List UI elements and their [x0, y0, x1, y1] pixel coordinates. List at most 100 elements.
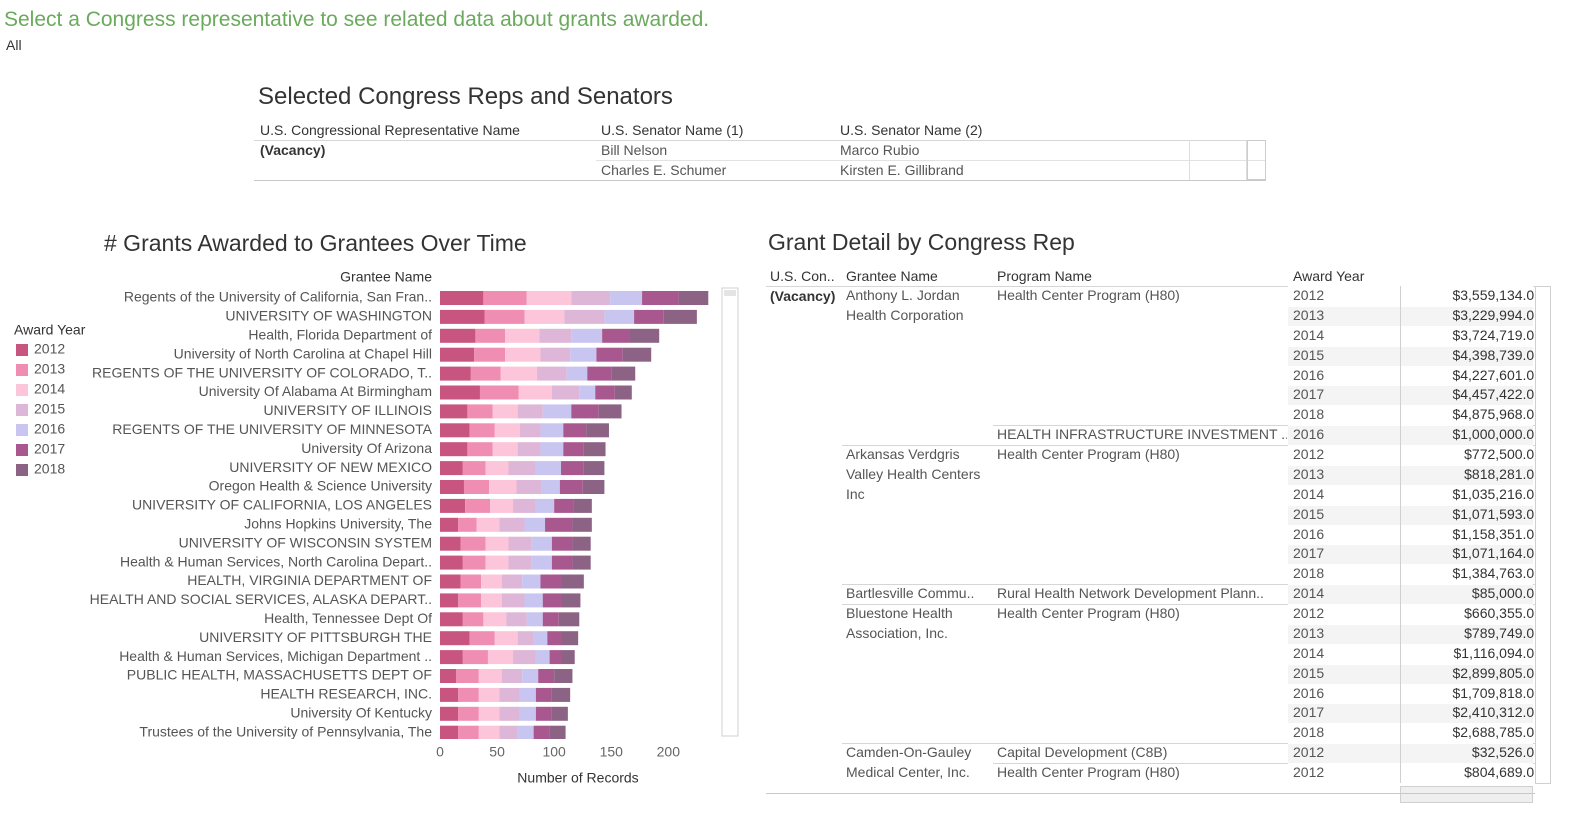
bar-segment [571, 291, 611, 305]
bar-segment [505, 347, 541, 362]
bar-segment [440, 291, 484, 305]
scrollbar-thumb[interactable] [724, 290, 736, 296]
x-axis-title: Number of Records [517, 770, 638, 786]
rep-name: (Vacancy) [260, 142, 326, 158]
bar-segment [634, 309, 664, 324]
bar-segment [508, 555, 532, 570]
bar-segment [535, 461, 562, 476]
bar-segment [604, 309, 635, 324]
award-amount: $1,116,094.00 [1453, 644, 1535, 661]
y-tick-label: UNIVERSITY OF PITTSBURGH THE [199, 629, 432, 645]
bar-segment [499, 706, 520, 721]
bar-segment [440, 423, 470, 438]
bar-segment [563, 442, 584, 457]
bar-segment [563, 423, 587, 438]
bar-segment [551, 536, 573, 551]
bar-segment [535, 687, 552, 702]
page-header: Select a Congress representative to see … [4, 8, 710, 31]
column-header: U.S. Senator Name (1) [601, 122, 744, 138]
y-axis-title: Grantee Name [340, 269, 432, 285]
award-year: 2016 [1293, 684, 1325, 701]
row-band [1288, 524, 1533, 545]
detail-hscrollbar[interactable] [1400, 786, 1533, 803]
bar-segment [538, 669, 555, 683]
bar-segment [540, 423, 564, 438]
amount-cell: $1,158,351.00 [1400, 524, 1534, 545]
row-band [1288, 325, 1533, 346]
row-band [1288, 643, 1533, 664]
row-band [1288, 564, 1533, 585]
scrollbar[interactable] [721, 287, 739, 737]
bar-segment [540, 574, 562, 589]
program-name: Health Center Program (H80) [997, 446, 1180, 462]
y-tick-label: UNIVERSITY OF NEW MEXICO [229, 459, 432, 475]
row-band [1288, 484, 1533, 505]
bar-segment [492, 442, 518, 457]
row-band [1288, 623, 1533, 644]
bar-segment [494, 423, 520, 438]
scrollbar [1247, 140, 1266, 180]
bar-segment [524, 517, 546, 532]
amount-cell: $1,116,094.00 [1400, 643, 1535, 664]
bar-segment [501, 669, 523, 683]
y-tick-label: PUBLIC HEALTH, MASSACHUSETTS DEPT OF [127, 667, 432, 683]
rule [993, 425, 1535, 427]
bar-segment [467, 404, 493, 419]
bar-segment [587, 366, 612, 381]
bar-segment [566, 366, 588, 381]
bar-segment [545, 517, 573, 532]
award-year: 2014 [1293, 485, 1325, 502]
y-tick-label: Health, Florida Department of [248, 327, 432, 343]
award-year: 2013 [1293, 465, 1325, 482]
bar-segment [537, 366, 567, 381]
bar-segment [440, 574, 461, 589]
grantee-name: Arkansas Verdgris Valley Health Centers … [846, 446, 981, 502]
amount-cell: $4,457,422.00 [1400, 385, 1534, 406]
bar-segment [551, 555, 573, 570]
row-band [1288, 445, 1533, 465]
award-year: 2016 [1293, 525, 1325, 542]
bar-segment [440, 461, 463, 476]
bar-segment [458, 725, 479, 739]
bar-segment [602, 328, 630, 343]
amount-cell: $804,689.00 [1400, 763, 1534, 783]
y-tick-label: University Of Alabama At Birmingham [199, 383, 432, 399]
award-amount: $2,899,805.00 [1452, 664, 1534, 681]
x-tick-label: 50 [489, 744, 505, 760]
y-tick-label: University of North Carolina at Chapel H… [174, 345, 432, 361]
bar-chart: Regents of the University of California,… [14, 230, 739, 786]
table-title: Grant Detail by Congress Rep [768, 229, 1075, 255]
row-band [1288, 604, 1533, 624]
row-band [1288, 504, 1533, 525]
bar-segment [519, 423, 541, 438]
y-tick-label: Oregon Health & Science University [209, 478, 432, 494]
rule [842, 604, 1535, 605]
award-amount: $4,875,968.00 [1452, 406, 1534, 423]
program-name: Health Center Program (H80) [997, 605, 1180, 621]
grantee-name: Camden-On-Gauley Medical Center, Inc. [846, 744, 972, 780]
bar-segment [463, 480, 490, 494]
legend-swatch [16, 464, 28, 476]
bar-segment [542, 612, 559, 627]
bar-segment [551, 706, 568, 721]
bar-segment [479, 385, 519, 400]
filter-value[interactable]: All [6, 37, 22, 53]
detail-scrollbar[interactable] [1535, 286, 1551, 784]
senator-name: Charles E. Schumer [601, 162, 727, 178]
bar-segment [478, 669, 502, 683]
bar-segment [470, 366, 501, 381]
award-year: 2012 [1293, 744, 1325, 761]
bar-segment [458, 687, 479, 702]
award-amount: $1,071,164.00 [1452, 545, 1534, 562]
rule [254, 140, 1266, 141]
y-tick-label: Health, Tennessee Dept Of [264, 610, 432, 626]
award-year: 2012 [1293, 287, 1325, 303]
bar-segment [582, 480, 605, 494]
bar-segment [440, 442, 468, 457]
amount-cell: $772,500.00 [1400, 445, 1534, 465]
bar-segment [484, 309, 525, 324]
bar-segment [611, 366, 636, 381]
amount-cell: $789,749.00 [1400, 623, 1534, 644]
bar-segment [487, 650, 514, 665]
bar-segment [460, 536, 486, 551]
